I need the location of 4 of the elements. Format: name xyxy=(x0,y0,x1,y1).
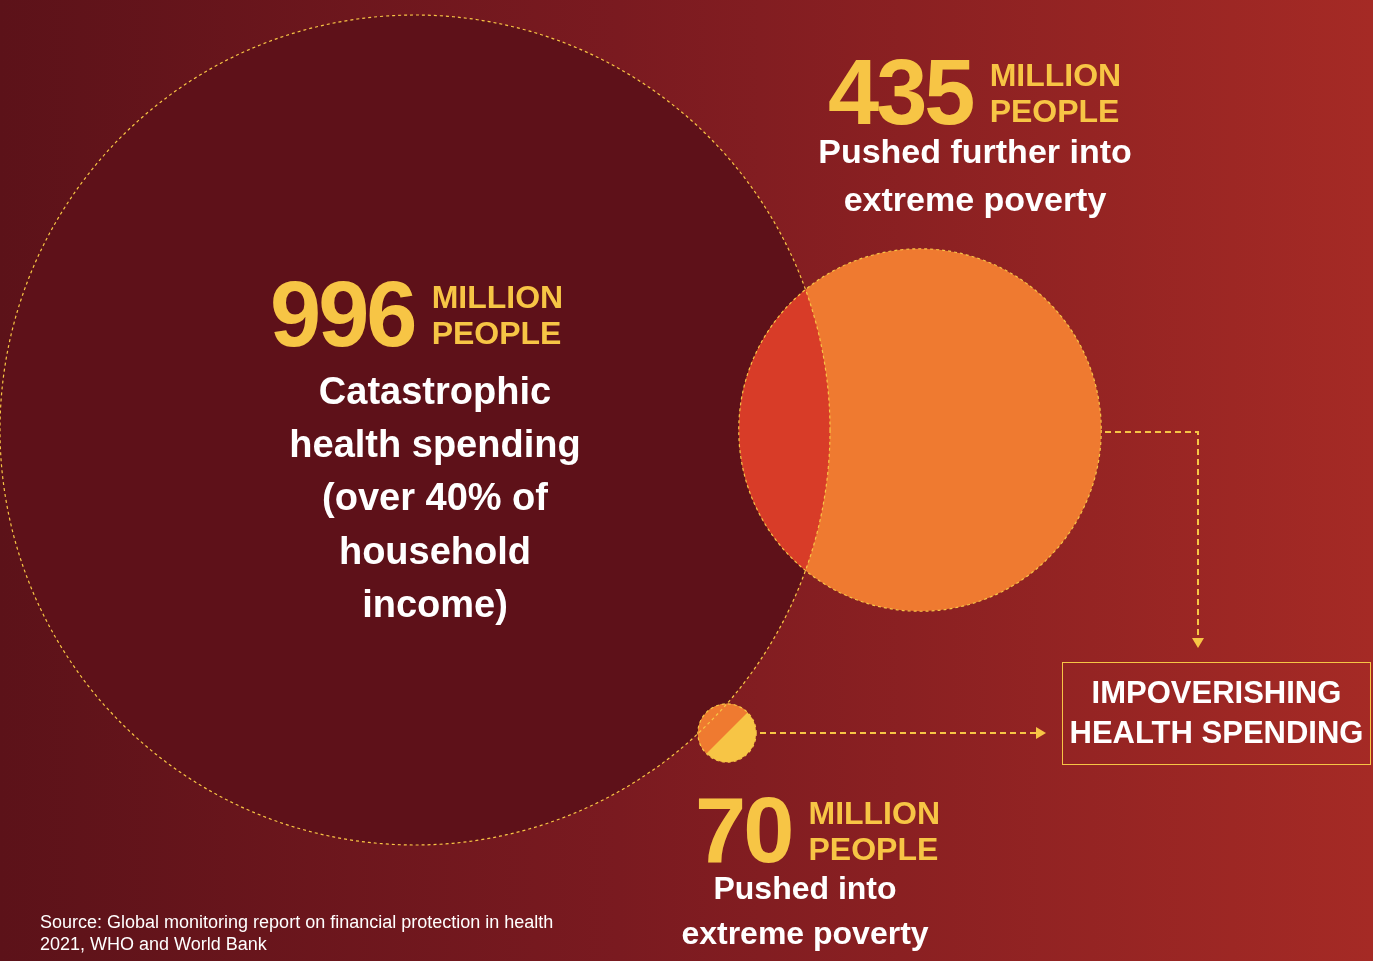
source-note: Source: Global monitoring report on financial protection in health 2021, WHO and World Bank xyxy=(40,911,555,955)
category-label: Pushed further into extreme poverty xyxy=(817,131,1133,220)
category-label: Catastrophic health spending (over 40% of household income) xyxy=(288,369,582,627)
text: IMPOVERISHING HEALTH SPENDING xyxy=(1062,662,1371,765)
